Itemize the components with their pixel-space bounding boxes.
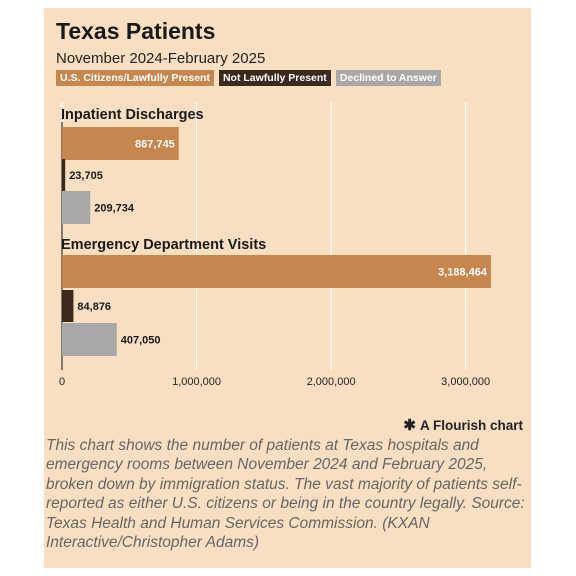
chart-card: Texas Patients November 2024-February 20… xyxy=(44,8,531,568)
x-tick-label: 2,000,000 xyxy=(307,376,356,388)
flourish-credit[interactable]: ✱ A Flourish chart xyxy=(403,416,523,434)
x-tick-label: 1,000,000 xyxy=(172,376,221,388)
bar-chart: 0 1,000,000 2,000,000 3,000,000 Inpatient Di… xyxy=(59,102,491,388)
flourish-credit-text: A Flourish chart xyxy=(419,417,523,433)
x-tick-label: 3,000,000 xyxy=(441,376,490,388)
data-label: 867,745 xyxy=(135,139,175,151)
bar xyxy=(62,323,117,356)
chart-caption: This chart shows the number of patients … xyxy=(46,437,525,552)
legend-item-us-citizens: U.S. Citizens/Lawfully Present xyxy=(56,70,214,86)
bar xyxy=(62,191,91,224)
chart-subtitle: November 2024-February 2025 xyxy=(56,50,266,67)
bar xyxy=(62,159,66,191)
bar xyxy=(62,255,491,288)
group-label: Inpatient Discharges xyxy=(61,107,204,123)
flourish-logo-icon: ✱ xyxy=(403,417,416,434)
data-label: 209,734 xyxy=(94,203,135,215)
legend: U.S. Citizens/Lawfully Present Not Lawfu… xyxy=(56,70,441,86)
chart-title: Texas Patients xyxy=(56,18,216,44)
data-label: 407,050 xyxy=(121,335,161,347)
bar xyxy=(62,290,74,322)
legend-item-declined: Declined to Answer xyxy=(335,70,441,86)
data-label: 3,188,464 xyxy=(438,267,488,279)
group-label: Emergency Department Visits xyxy=(61,237,266,253)
x-tick-label: 0 xyxy=(59,376,65,388)
data-label: 84,876 xyxy=(77,301,111,313)
data-label: 23,705 xyxy=(69,170,103,182)
bar xyxy=(62,127,179,160)
legend-item-not-lawfully-present: Not Lawfully Present xyxy=(218,70,331,86)
